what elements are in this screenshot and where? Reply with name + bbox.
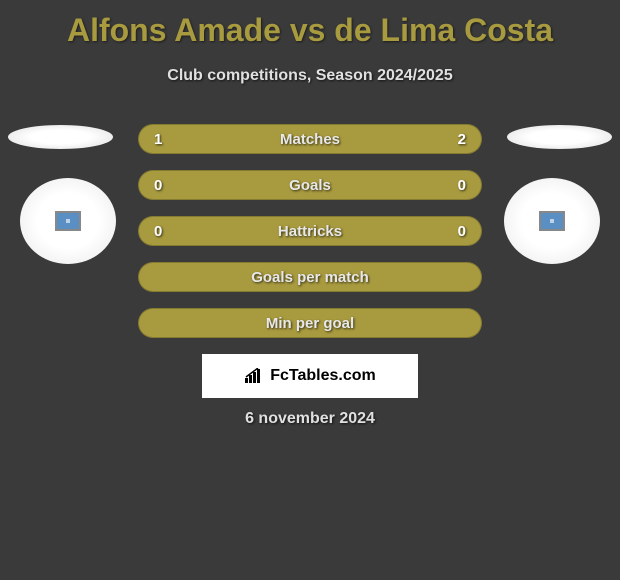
stat-row-min-per-goal: Min per goal	[138, 308, 482, 338]
stat-right-value: 0	[441, 177, 466, 194]
page-title: Alfons Amade vs de Lima Costa	[0, 0, 620, 49]
logo-banner: FcTables.com	[202, 354, 418, 398]
page-subtitle: Club competitions, Season 2024/2025	[0, 67, 620, 85]
stat-row-matches: 1 Matches 2	[138, 124, 482, 154]
stat-label: Goals	[289, 177, 331, 194]
stat-label: Hattricks	[278, 223, 342, 240]
stats-container: 1 Matches 2 0 Goals 0 0 Hattricks 0 Goal…	[138, 124, 482, 354]
stat-right-value: 2	[441, 131, 466, 148]
player-right-ellipse	[507, 125, 612, 149]
stat-left-value: 0	[154, 177, 179, 194]
stat-right-value: 0	[441, 223, 466, 240]
stat-left-value: 1	[154, 131, 179, 148]
player-left-badge	[20, 178, 116, 264]
date-label: 6 november 2024	[245, 410, 375, 428]
player-left-ellipse	[8, 125, 113, 149]
stat-label: Min per goal	[266, 315, 354, 332]
stat-left-value: 0	[154, 223, 179, 240]
stat-row-goals-per-match: Goals per match	[138, 262, 482, 292]
stat-label: Matches	[280, 131, 340, 148]
player-right-badge	[504, 178, 600, 264]
logo-text: FcTables.com	[270, 367, 376, 385]
flag-left-icon	[55, 211, 81, 231]
stat-row-hattricks: 0 Hattricks 0	[138, 216, 482, 246]
chart-icon	[244, 368, 264, 384]
flag-right-icon	[539, 211, 565, 231]
stat-label: Goals per match	[251, 269, 369, 286]
stat-row-goals: 0 Goals 0	[138, 170, 482, 200]
